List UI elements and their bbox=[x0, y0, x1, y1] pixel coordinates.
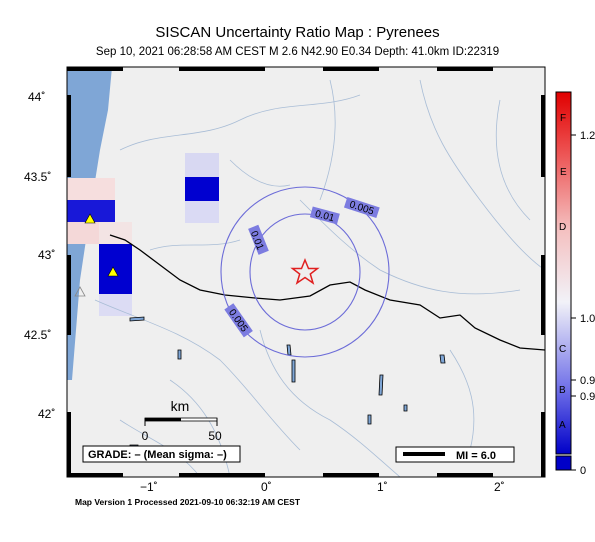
svg-text:GRADE: – (Mean sigma: –): GRADE: – (Mean sigma: –) bbox=[88, 449, 227, 461]
svg-text:0: 0 bbox=[580, 465, 586, 477]
epicenter-star bbox=[290, 258, 320, 285]
station-triangle bbox=[84, 213, 96, 224]
svg-text:42˚: 42˚ bbox=[38, 407, 55, 421]
land-area bbox=[67, 67, 545, 477]
station-markers bbox=[74, 213, 119, 297]
colorbar-values: 1.2 1.0 0.9 0.9 0 bbox=[571, 130, 595, 477]
svg-text:−1˚: −1˚ bbox=[140, 480, 158, 494]
svg-text:43˚: 43˚ bbox=[38, 248, 55, 262]
rivers bbox=[94, 79, 545, 477]
lakes bbox=[129, 316, 446, 449]
svg-text:0.9: 0.9 bbox=[580, 375, 595, 387]
station-triangle-empty bbox=[74, 286, 86, 297]
svg-text:B: B bbox=[559, 385, 566, 396]
frame-ticks bbox=[67, 67, 545, 477]
footer-note: Map Version 1 Processed 2021-09-10 06:32… bbox=[75, 497, 301, 507]
svg-text:1˚: 1˚ bbox=[377, 480, 388, 494]
svg-text:1.0: 1.0 bbox=[580, 313, 595, 325]
svg-text:0: 0 bbox=[142, 429, 149, 443]
uncertainty-cells bbox=[67, 153, 219, 316]
svg-text:F: F bbox=[560, 113, 566, 124]
grade-box: GRADE: – (Mean sigma: –) bbox=[82, 445, 241, 463]
svg-text:44˚: 44˚ bbox=[28, 90, 45, 104]
border-line bbox=[109, 234, 545, 351]
longitude-labels: −1˚ 0˚ 1˚ 2˚ bbox=[140, 480, 505, 494]
svg-text:50: 50 bbox=[208, 429, 222, 443]
contour-labels: 0.005 0.01 0.01 0.005 bbox=[224, 196, 380, 338]
svg-text:0.9: 0.9 bbox=[580, 391, 595, 403]
station-triangle bbox=[107, 266, 119, 277]
svg-text:2˚: 2˚ bbox=[494, 480, 505, 494]
event-info: Sep 10, 2021 06:28:58 AM CEST M 2.6 N42.… bbox=[95, 46, 500, 58]
svg-text:43.5˚: 43.5˚ bbox=[24, 170, 51, 184]
colorbar-letters: F E D C B A bbox=[559, 113, 567, 431]
colorbar: F E D C B A 1.2 1.0 0.9 0.9 0 bbox=[555, 91, 595, 477]
svg-text:0˚: 0˚ bbox=[261, 480, 272, 494]
svg-text:1.2: 1.2 bbox=[580, 130, 595, 142]
svg-text:km: km bbox=[171, 398, 190, 414]
uncertainty-contours bbox=[220, 186, 390, 358]
svg-text:D: D bbox=[559, 222, 566, 233]
latitude-labels: 44˚ 43.5˚ 43˚ 42.5˚ 42˚ bbox=[24, 90, 55, 421]
mi-box: MI = 6.0 bbox=[395, 446, 515, 463]
svg-text:E: E bbox=[560, 167, 567, 178]
ocean bbox=[67, 67, 112, 380]
map-title: SISCAN Uncertainty Ratio Map : Pyrenees bbox=[155, 24, 440, 41]
svg-text:42.5˚: 42.5˚ bbox=[24, 328, 51, 342]
svg-text:MI = 6.0: MI = 6.0 bbox=[456, 450, 496, 462]
svg-text:C: C bbox=[559, 344, 566, 355]
scale-bar: km 0 50 bbox=[142, 398, 222, 443]
svg-text:0.01: 0.01 bbox=[314, 209, 336, 225]
svg-text:A: A bbox=[559, 420, 566, 431]
